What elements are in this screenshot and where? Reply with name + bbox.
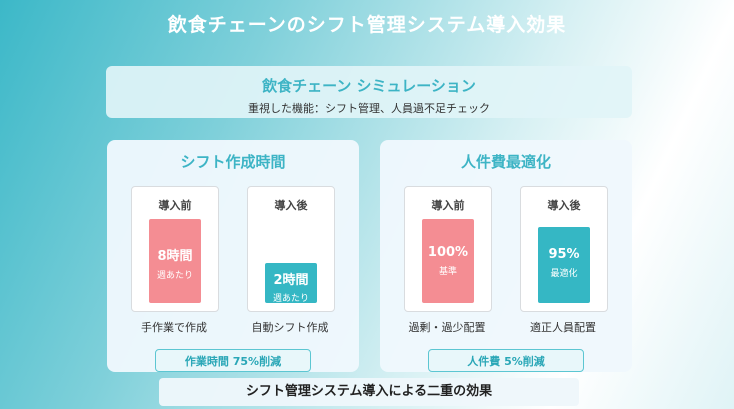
shift-time-panel: シフト作成時間 導入前 8時間 週あたり 導入後 2時間 週あたり 手作業で作成… bbox=[107, 140, 359, 372]
before-value: 100% bbox=[427, 245, 469, 260]
bottom-caption: シフト管理システム導入による二重の効果 bbox=[159, 378, 579, 406]
after-header: 導入後 bbox=[274, 199, 308, 212]
before-label: 過剰・過少配置 bbox=[408, 321, 486, 334]
labor-cost-panel: 人件費最適化 導入前 100% 基準 導入後 95% 最適化 過剰・過少配置 適… bbox=[380, 140, 632, 372]
before-label: 手作業で作成 bbox=[141, 321, 207, 334]
before-unit: 週あたり bbox=[156, 271, 193, 281]
before-card: 導入前 8時間 週あたり bbox=[131, 186, 219, 312]
banner-title: 飲食チェーン シミュレーション bbox=[262, 77, 476, 95]
before-header: 導入前 bbox=[158, 199, 192, 212]
after-bar: 95% 最適化 bbox=[538, 227, 590, 303]
after-label: 自動シフト作成 bbox=[251, 321, 329, 334]
result-badge: 人件費 5%削減 bbox=[428, 349, 584, 372]
after-label: 適正人員配置 bbox=[530, 321, 596, 334]
before-bar: 8時間 週あたり bbox=[149, 219, 201, 303]
before-bar: 100% 基準 bbox=[422, 219, 474, 303]
after-card: 導入後 2時間 週あたり bbox=[247, 186, 335, 312]
page-title: 飲食チェーンのシフト管理システム導入効果 bbox=[167, 14, 567, 36]
banner-subtitle: 重視した機能：シフト管理、人員過不足チェック bbox=[248, 102, 490, 115]
after-bar: 2時間 週あたり bbox=[265, 263, 317, 304]
result-badge: 作業時間 75%削減 bbox=[155, 349, 311, 372]
after-unit: 最適化 bbox=[550, 269, 578, 279]
after-value: 95% bbox=[548, 247, 580, 262]
panel-title: シフト作成時間 bbox=[180, 153, 286, 171]
before-unit: 基準 bbox=[438, 267, 457, 277]
after-unit: 週あたり bbox=[272, 294, 309, 304]
before-value: 8時間 bbox=[157, 249, 193, 264]
after-value: 2時間 bbox=[273, 273, 309, 288]
before-card: 導入前 100% 基準 bbox=[404, 186, 492, 312]
panel-title: 人件費最適化 bbox=[460, 153, 551, 171]
simulation-banner: 飲食チェーン シミュレーション 重視した機能：シフト管理、人員過不足チェック bbox=[106, 66, 632, 118]
before-header: 導入前 bbox=[431, 199, 465, 212]
after-header: 導入後 bbox=[547, 199, 581, 212]
after-card: 導入後 95% 最適化 bbox=[520, 186, 608, 312]
